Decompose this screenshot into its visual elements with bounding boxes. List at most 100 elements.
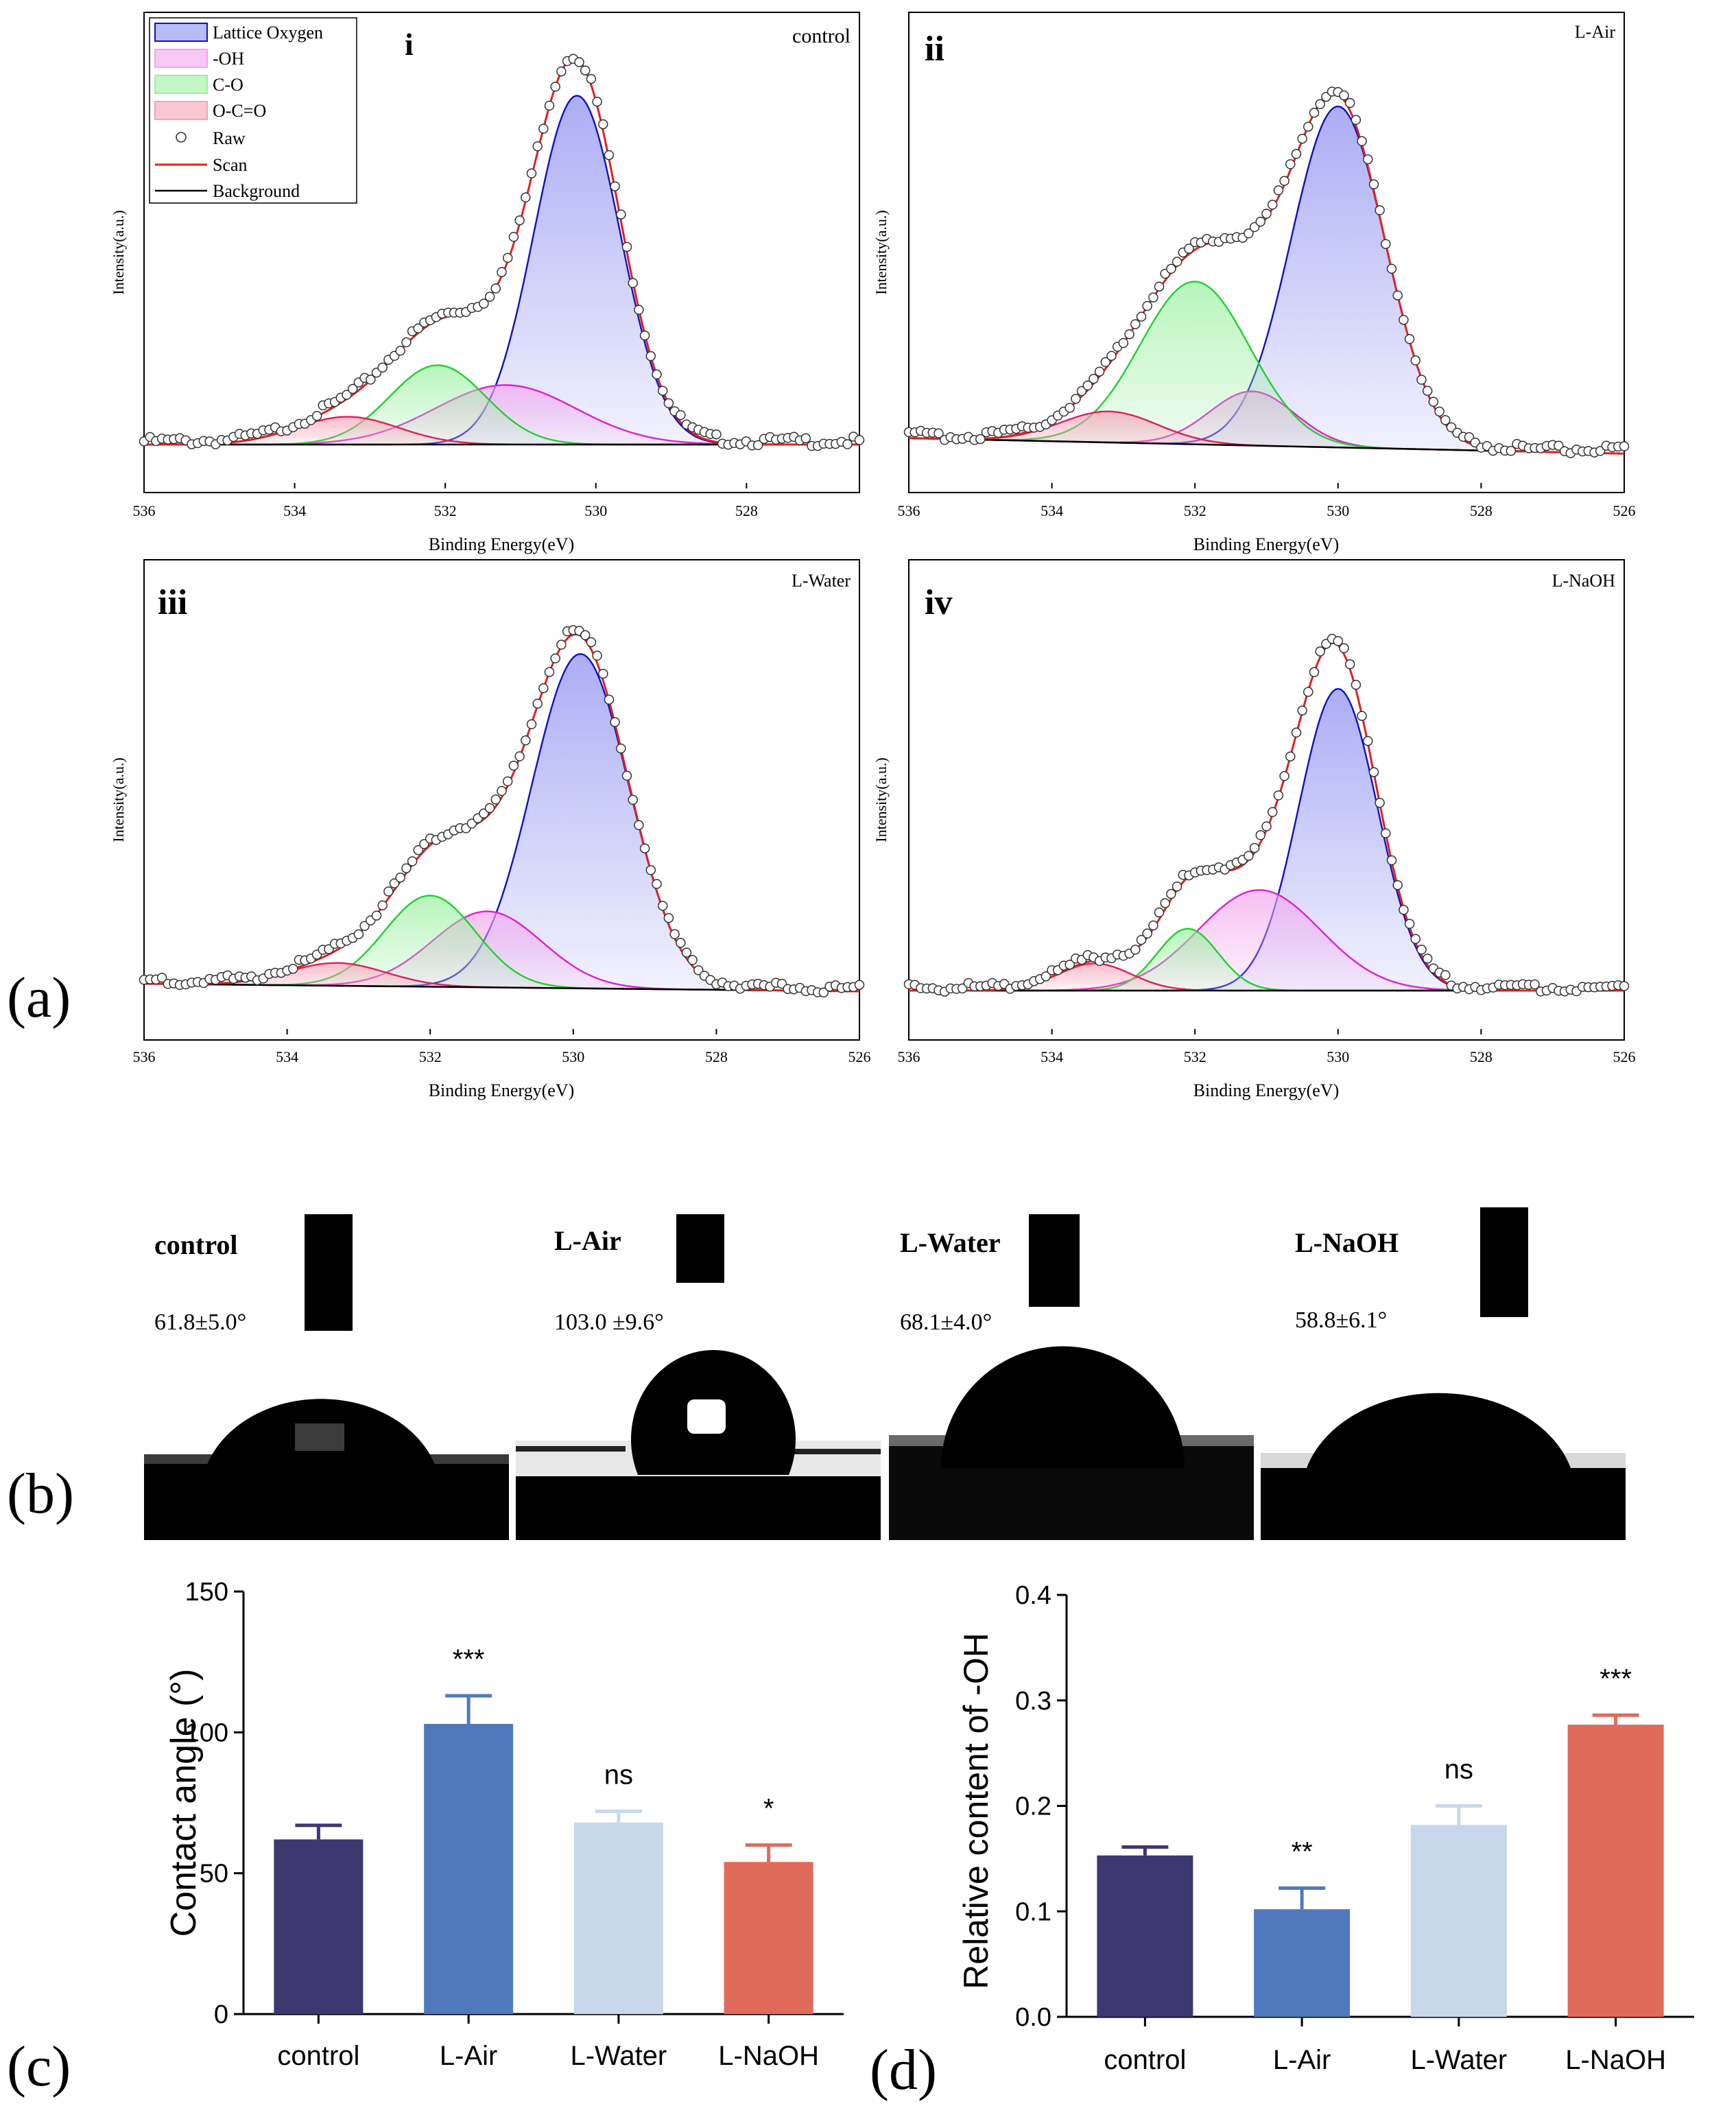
xps-i-plot-area bbox=[139, 54, 865, 451]
xps-ii-raw-point bbox=[1118, 338, 1129, 348]
xps-iv-raw-point bbox=[1267, 807, 1278, 818]
xps-iii-raw-point bbox=[652, 879, 662, 889]
xps-iii-raw-point bbox=[550, 653, 560, 664]
xps-ii-raw-point bbox=[1357, 136, 1367, 147]
legend-label-co: C-O bbox=[213, 75, 243, 95]
droplet-angle-lnaoh: 58.8±6.1° bbox=[1295, 1308, 1387, 1333]
xps-ii-raw-point bbox=[1428, 397, 1439, 407]
xps-ii-xtick-label: 536 bbox=[898, 502, 920, 519]
xps-iii-raw-point bbox=[538, 683, 549, 694]
xps-panel-ii: 536 534 532 530 528 526 ii L-Air Binding Ener… bbox=[872, 12, 1636, 554]
c-bar-control bbox=[274, 1839, 364, 2014]
xps-ii-raw-point bbox=[1368, 179, 1379, 189]
xps-iii-raw-point bbox=[521, 735, 531, 746]
xps-ii-ylabel: Intensity(a.u.) bbox=[872, 210, 890, 294]
xps-iii-raw-point bbox=[502, 776, 513, 787]
xps-iv-raw-point bbox=[1404, 919, 1415, 930]
xps-ii-raw-point bbox=[1381, 239, 1391, 249]
xps-iii-raw-point bbox=[497, 785, 507, 796]
xps-i-raw-point bbox=[508, 232, 519, 242]
xps-ii-raw-point bbox=[1410, 355, 1421, 366]
xps-iii-ylabel: Intensity(a.u.) bbox=[110, 757, 127, 842]
xps-i-raw-point bbox=[663, 398, 674, 409]
xps-iv-raw-point bbox=[1392, 879, 1403, 890]
droplet bbox=[941, 1346, 1185, 1468]
d-significance: ** bbox=[1292, 1836, 1313, 1867]
xps-iii-raw-point bbox=[377, 900, 388, 910]
xps-i-raw-point bbox=[752, 440, 763, 451]
xps-iii-raw-point bbox=[371, 910, 382, 921]
xps-iii-raw-point bbox=[389, 878, 400, 888]
xps-panel-iii: 536 534 532 530 528 526 iii L-Water Binding E… bbox=[110, 559, 871, 1100]
xps-iv-raw-point bbox=[1351, 679, 1362, 690]
xps-ii-raw-point bbox=[1386, 263, 1397, 274]
d-ytick-label: 0.3 bbox=[1015, 1687, 1051, 1716]
xps-i-roman: i bbox=[405, 27, 414, 62]
legend-label-oco: O-C=O bbox=[213, 101, 266, 121]
c-ytick-label: 0 bbox=[214, 2000, 228, 2029]
xps-i-ylabel: Intensity(a.u.) bbox=[110, 210, 127, 294]
xps-ii-raw-point bbox=[1154, 281, 1165, 292]
legend-label-raw: Raw bbox=[213, 128, 246, 148]
xps-i-xtick-label: 528 bbox=[735, 502, 758, 519]
xps-iv-raw-point bbox=[1261, 821, 1272, 831]
xps-iii-xtick-label: 530 bbox=[562, 1048, 584, 1065]
xps-iv-raw-point bbox=[1130, 945, 1141, 955]
xps-iv-ylabel: Intensity(a.u.) bbox=[872, 757, 890, 842]
xps-iv-raw-point bbox=[1381, 828, 1391, 838]
xps-iv-raw-point bbox=[1619, 981, 1630, 991]
xps-ii-raw-point bbox=[934, 428, 944, 438]
xps-ii-raw-point bbox=[1279, 176, 1289, 186]
xps-iv-raw-point bbox=[1440, 970, 1451, 980]
xps-i-frame bbox=[143, 12, 860, 493]
xps-i-raw-point bbox=[634, 305, 644, 315]
xps-i-xlabel: Binding Energy(eV) bbox=[429, 534, 575, 554]
xps-ii-raw-point bbox=[1363, 154, 1373, 165]
droplet-name-control: control bbox=[154, 1229, 237, 1260]
xps-iii-raw-point bbox=[592, 650, 602, 661]
xps-ii-roman: ii bbox=[925, 29, 944, 69]
xps-iii-raw-point bbox=[514, 751, 525, 761]
xps-i-peak-fill bbox=[144, 365, 859, 445]
c-ytick-label: 150 bbox=[185, 1578, 228, 1607]
xps-i-raw-point bbox=[347, 383, 358, 394]
legend-swatch-oh bbox=[154, 49, 208, 68]
xps-iii-raw-point bbox=[413, 844, 424, 855]
xps-iv-raw-point bbox=[1339, 643, 1349, 654]
xps-iii-raw-point bbox=[598, 668, 608, 679]
xps-iv-raw-point bbox=[1166, 888, 1176, 899]
xps-i-raw-point bbox=[401, 337, 412, 348]
xps-iv-raw-point bbox=[1172, 882, 1182, 892]
xps-iv-xlabel: Binding Energy(eV) bbox=[1193, 1080, 1340, 1100]
xps-i-raw-point bbox=[657, 386, 668, 396]
xps-iv-raw-point bbox=[1416, 945, 1427, 955]
d-xtick-label: L-Air bbox=[1273, 2045, 1331, 2075]
xps-iv-sample-label: L-NaOH bbox=[1552, 571, 1616, 591]
xps-iii-xtick-label: 526 bbox=[848, 1048, 871, 1065]
d-y-ticks: 0.0 0.1 0.2 0.3 0.4 bbox=[1015, 1581, 1067, 2032]
xps-i-raw-point bbox=[616, 209, 626, 220]
xps-iv-plot-area bbox=[903, 634, 1630, 997]
legend-swatch-lattice bbox=[154, 23, 208, 42]
d-bar-L-NaOH bbox=[1567, 1725, 1664, 2017]
xps-iv-raw-point bbox=[1154, 907, 1165, 918]
xps-iii-raw-point bbox=[383, 886, 394, 897]
xps-ii-raw-point bbox=[1267, 200, 1278, 210]
xps-iv-raw-point bbox=[1255, 830, 1266, 840]
droplet-image-control: control 61.8±5.0° bbox=[144, 1214, 509, 1540]
xps-iii-raw-point bbox=[508, 760, 519, 771]
xps-iii-raw-point bbox=[663, 912, 674, 923]
xps-ii-raw-point bbox=[1148, 292, 1158, 303]
xps-iii-raw-point bbox=[359, 921, 370, 932]
xps-iv-raw-point bbox=[1160, 898, 1170, 908]
xps-ii-raw-point bbox=[1344, 97, 1355, 108]
droplet-image-lnaoh: L-NaOH 58.8±6.1° bbox=[1261, 1207, 1626, 1540]
xps-i-raw-point bbox=[586, 73, 597, 84]
contact-angle-chart: control L-Air *** L-Water ns L-NaOH * 0 50 100 15… bbox=[164, 1578, 844, 2071]
droplet-panel: control 61.8±5.0° L-Air 103.0 ±9.6° L-Wa… bbox=[144, 1207, 1626, 1540]
xps-iv-raw-point bbox=[1375, 798, 1385, 808]
d-ytick-label: 0.0 bbox=[1015, 2003, 1051, 2032]
xps-iv-raw-point bbox=[1041, 971, 1051, 982]
xps-ii-plot-area bbox=[903, 86, 1630, 458]
c-significance: * bbox=[763, 1794, 774, 1824]
